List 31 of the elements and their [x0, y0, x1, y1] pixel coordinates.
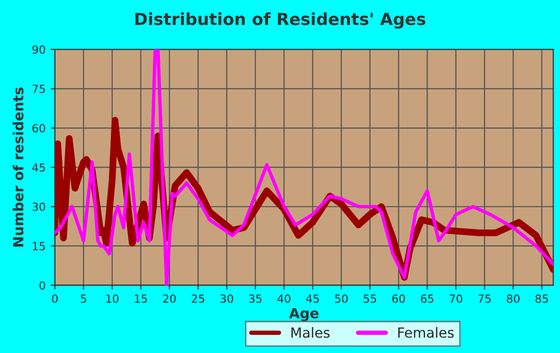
x-tick-label: 15	[134, 294, 147, 303]
y-tick-label: 90	[32, 45, 46, 54]
x-tick-label: 10	[106, 294, 118, 303]
x-tick-label: 50	[335, 294, 348, 303]
x-tick-label: 65	[420, 294, 434, 303]
chart-title: Distribution of Residents' Ages	[135, 12, 426, 29]
y-tick-label: 30	[32, 202, 46, 211]
x-tick-label: 5	[80, 294, 86, 303]
x-tick-label: 45	[306, 294, 319, 303]
x-tick-label: 35	[249, 294, 262, 303]
y-axis-title: Number of residents	[12, 88, 24, 246]
y-tick-label: 15	[32, 242, 45, 250]
x-tick-label: 25	[192, 294, 204, 303]
x-tick-label: 30	[220, 294, 234, 303]
y-tick-label: 75	[32, 84, 45, 94]
y-tick-label: 60	[32, 124, 46, 132]
legend-label: Females	[398, 327, 454, 338]
x-tick-label: 70	[450, 294, 462, 303]
y-tick-label: 45	[32, 163, 45, 172]
x-tick-label: 20	[163, 294, 176, 303]
x-tick-label: 85	[536, 294, 548, 303]
x-axis-title: Age	[289, 308, 318, 322]
x-tick-label: 80	[506, 294, 520, 303]
y-tick-label: 0	[40, 281, 46, 290]
x-tick-label: 0	[52, 294, 58, 303]
x-tick-label: 40	[278, 294, 290, 303]
line-series	[54, 49, 554, 286]
legend-label: Males	[291, 327, 330, 338]
x-tick-label: 75	[478, 294, 491, 303]
x-tick-label: 55	[364, 294, 376, 303]
x-tick-label: 60	[392, 294, 405, 303]
